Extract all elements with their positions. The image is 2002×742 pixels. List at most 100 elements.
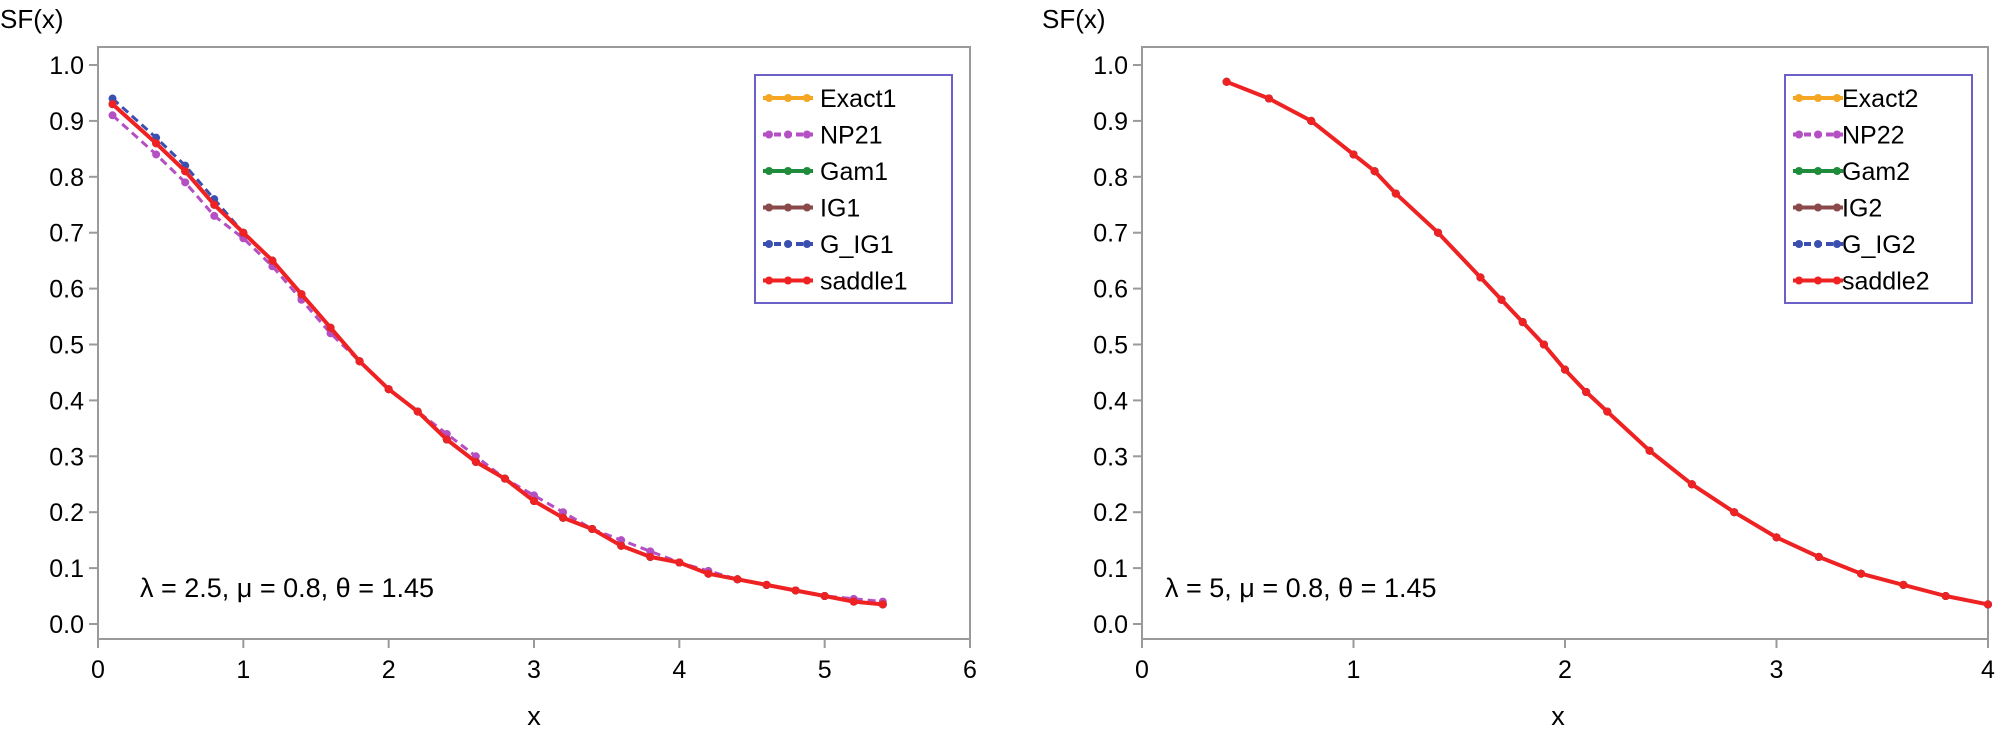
- chart-2-xtick-label: 1: [1347, 656, 1361, 684]
- chart-1-legend-np21-marker: [803, 130, 811, 139]
- chart-1-legend-g-ig1-label: G_IG1: [820, 231, 894, 259]
- chart-2-legend: Exact2 NP22 Gam2 IG2 G_IG2 saddle2: [1784, 74, 1973, 304]
- chart-1-legend-g-ig1-marker: [765, 240, 773, 248]
- chart-1-legend-gam1-marker: [784, 167, 792, 175]
- chart-2-series-saddle2-point: [1476, 273, 1485, 282]
- chart-1-series-np21-point: [617, 536, 626, 545]
- chart-2-series-saddle2-point: [1941, 592, 1950, 601]
- chart-1-ytick-label: 0.2: [49, 499, 84, 527]
- chart-1-legend-exact1-marker: [803, 94, 811, 102]
- chart-1-legend-exact1-label: Exact1: [820, 85, 896, 113]
- chart-2-series-saddle2-point: [1899, 580, 1908, 589]
- chart-1-series-saddle1-point: [849, 597, 858, 606]
- chart-2-series-saddle2-point: [1645, 446, 1654, 455]
- chart-1-series-saddle1-point: [675, 558, 684, 567]
- chart-2-legend-saddle2-marker: [1833, 276, 1841, 285]
- chart-1-legend-g-ig1-marker: [784, 240, 792, 248]
- chart-2-series-saddle2-point: [1370, 167, 1379, 176]
- chart-1-series-np21-point: [210, 211, 219, 220]
- chart-1-legend-gam1-marker: [765, 167, 773, 175]
- chart-1-series-saddle1-point: [355, 357, 364, 366]
- chart-1-series: [108, 94, 887, 609]
- chart-1-series-np21-point: [152, 150, 161, 159]
- chart-1-legend-ig1-marker: [784, 203, 792, 212]
- chart-1-legend-saddle1-marker: [803, 276, 811, 285]
- chart-1-legend-np21-marker: [765, 130, 773, 139]
- chart-2-x-axis: 0 1 2 3 4: [1135, 639, 1995, 684]
- chart-1-ytick-label: 0.8: [49, 164, 84, 192]
- chart-1-legend-np21-label: NP21: [820, 122, 883, 150]
- chart-2-series-saddle2-point: [1349, 150, 1358, 159]
- chart-1-series-saddle1-point: [152, 139, 161, 148]
- chart-1-series-saddle1-point: [646, 552, 655, 561]
- chart-1-series-saddle1-point: [733, 575, 742, 584]
- chart-2-legend-gam2-marker: [1814, 167, 1822, 175]
- chart-2-series-saddle2-point: [1222, 77, 1231, 86]
- chart-1-legend-np21-marker: [784, 130, 792, 139]
- chart-1-series-saddle1-point: [268, 256, 277, 265]
- chart-1-series-saddle1-point: [384, 385, 393, 394]
- chart-2-series-saddle2-point: [1687, 480, 1696, 489]
- chart-1-x-axis: 0 1 2 3 4 5 6: [91, 639, 977, 684]
- chart-1-series-np21-point: [108, 111, 117, 120]
- chart-2-legend-gam2-marker: [1795, 167, 1803, 175]
- chart-1-xtick-label: 2: [382, 656, 396, 684]
- chart-2-legend-gam2-marker: [1833, 167, 1841, 175]
- chart-2-xtick-label: 3: [1770, 656, 1784, 684]
- chart-2-legend-exact2-marker: [1814, 94, 1822, 102]
- chart-2-legend-exact2-label: Exact2: [1842, 85, 1918, 113]
- chart-2-legend-saddle2-marker: [1795, 276, 1803, 285]
- chart-2-series-saddle2-point: [1772, 533, 1781, 542]
- chart-1-xtick-label: 4: [672, 656, 686, 684]
- chart-2-legend-g-ig2-marker: [1795, 240, 1803, 248]
- chart-1-xtick-label: 1: [236, 656, 250, 684]
- chart-1-xtick-label: 6: [963, 656, 977, 684]
- chart-2-ytick-label: 0.8: [1093, 164, 1128, 192]
- chart-1: SF(x) 0.00.10.20.30.40.50.60.70.80.91.0 …: [0, 4, 977, 731]
- chart-2-series: [1222, 77, 1992, 609]
- chart-2-legend-np22-marker: [1814, 130, 1822, 139]
- chart-1-ytick-label: 0.4: [49, 387, 84, 415]
- chart-2-xtick-label: 4: [1981, 656, 1995, 684]
- chart-1-legend-ig1-label: IG1: [820, 195, 860, 223]
- chart-2-legend-saddle2-marker: [1814, 276, 1822, 285]
- chart-1-y-axis: 0.0 0.1 0.2 0.3 0.4 0.5 0.6 0.7 0.8 0.9 1.0: [49, 52, 98, 639]
- chart-2-ytick-label: 0.7: [1093, 220, 1128, 248]
- chart-1-legend-exact1-marker: [765, 94, 773, 102]
- chart-1-xtick-label: 3: [527, 656, 541, 684]
- chart-2-legend-ig2-marker: [1833, 203, 1841, 212]
- chart-2-legend-exact2-marker: [1833, 94, 1841, 102]
- chart-1-series-saddle1-point: [471, 457, 480, 466]
- chart-2-xlabel: x: [1551, 701, 1565, 731]
- chart-2-legend-gam2-label: Gam2: [1842, 158, 1910, 186]
- chart-2-legend-np22-marker: [1795, 130, 1803, 139]
- chart-1-series-g-ig1-point: [108, 94, 117, 103]
- chart-2-series-saddle2-point: [1603, 407, 1612, 416]
- chart-2-legend-box: [1784, 74, 1973, 304]
- chart-1-series-saddle1-point: [559, 513, 568, 522]
- chart-1-xtick-label: 0: [91, 656, 105, 684]
- chart-1-series-saddle1-point: [108, 100, 117, 109]
- chart-1-legend-gam1-marker: [803, 167, 811, 175]
- chart-1-series-np21-point: [559, 508, 568, 517]
- chart-1-ytick-label: 0.5: [49, 332, 84, 360]
- chart-2-legend-np22-marker: [1833, 130, 1841, 139]
- chart-2-legend-ig2-marker: [1814, 203, 1822, 212]
- chart-2-xtick-label: 2: [1558, 656, 1572, 684]
- chart-1-legend-items: Exact1 NP21 Gam1 IG1 G_IG1 saddle1: [763, 85, 908, 296]
- chart-2-series-saddle2-point: [1497, 295, 1506, 304]
- chart-2-legend-g-ig2-marker: [1833, 240, 1841, 248]
- chart-2-series-saddle2-point: [1307, 116, 1316, 125]
- chart-2-series-saddle2-point: [1857, 569, 1866, 578]
- chart-2-legend-g-ig2-label: G_IG2: [1842, 231, 1916, 259]
- chart-1-series-saddle1-point: [617, 541, 626, 550]
- chart-2: SF(x) 0.00.10.20.30.40.50.60.70.80.91.0 …: [1042, 4, 1995, 731]
- chart-1-ylabel: SF(x): [0, 4, 64, 34]
- chart-2-series-saddle2-point: [1561, 365, 1569, 374]
- chart-2-ytick-label: 1.0: [1093, 52, 1128, 80]
- chart-1-legend-saddle1-label: saddle1: [820, 268, 908, 296]
- chart-2-legend-items: Exact2 NP22 Gam2 IG2 G_IG2 saddle2: [1793, 85, 1930, 296]
- chart-1-legend: Exact1 NP21 Gam1 IG1 G_IG1 saddle1: [754, 74, 953, 304]
- chart-1-series-saddle1-point: [413, 407, 422, 416]
- chart-2-series-saddle2-point: [1518, 318, 1527, 327]
